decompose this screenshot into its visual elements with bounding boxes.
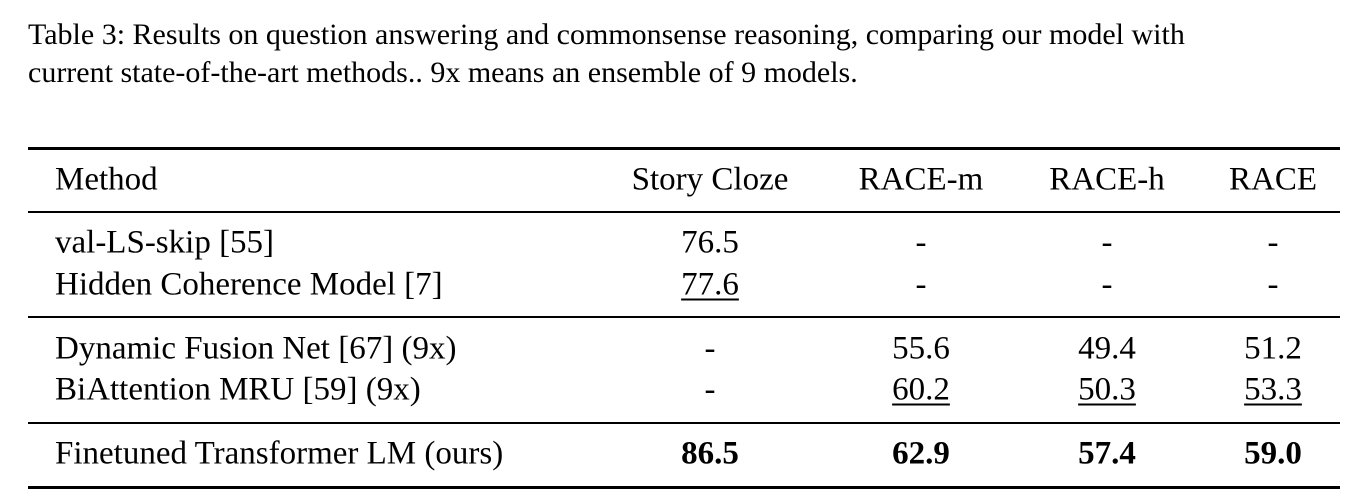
method-cell: BiAttention MRU [59] (9x) (55, 371, 421, 408)
bottom-rule (28, 486, 1340, 489)
value-cell: - (1101, 266, 1113, 303)
method-cell: Method (55, 161, 158, 198)
value-cell: - (1267, 266, 1279, 303)
value-cell: 59.0 (1244, 435, 1302, 472)
value-cell: 55.6 (892, 330, 950, 367)
value-cell: RACE (1228, 161, 1318, 198)
value-cell: 62.9 (892, 435, 950, 472)
value-cell: Story Cloze (631, 161, 789, 198)
value-cell: 57.4 (1078, 435, 1136, 472)
top-rule (28, 147, 1340, 150)
value-cell: 50.3 (1078, 371, 1136, 408)
group-rule (28, 422, 1340, 424)
value-cell: - (1267, 224, 1279, 261)
value-cell: 49.4 (1078, 330, 1136, 367)
header-rule (28, 211, 1340, 213)
value-cell: - (704, 330, 716, 367)
value-cell: - (1101, 224, 1113, 261)
caption-line: current state-of-the-art methods.. 9x me… (28, 56, 858, 89)
method-cell: Finetuned Transformer LM (ours) (55, 435, 504, 472)
value-cell: 53.3 (1244, 371, 1302, 408)
group-rule (28, 316, 1340, 318)
value-cell: - (915, 266, 927, 303)
value-cell: 77.6 (681, 266, 739, 303)
caption-line: Table 3: Results on question answering a… (28, 18, 1185, 51)
value-cell: 51.2 (1244, 330, 1302, 367)
value-cell: 60.2 (892, 371, 950, 408)
value-cell: 76.5 (681, 224, 739, 261)
value-cell: 86.5 (681, 435, 739, 472)
value-cell: - (915, 224, 927, 261)
value-cell: RACE-m (858, 161, 984, 198)
method-cell: Hidden Coherence Model [7] (55, 266, 443, 303)
value-cell: - (704, 371, 716, 408)
value-cell: RACE-h (1049, 161, 1165, 198)
method-cell: Dynamic Fusion Net [67] (9x) (55, 330, 457, 367)
method-cell: val-LS-skip [55] (55, 224, 275, 261)
